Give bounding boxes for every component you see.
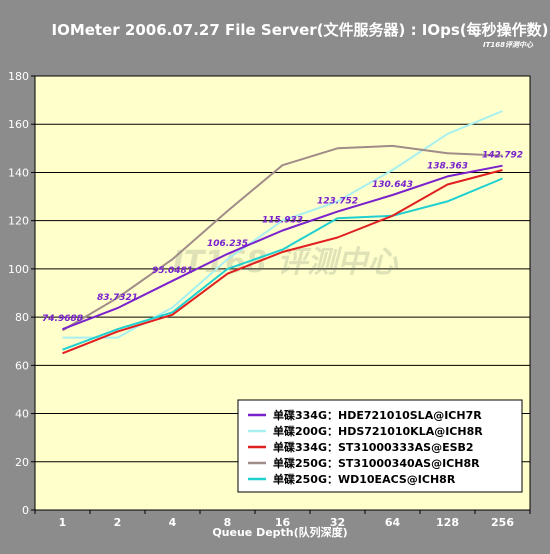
data-label: 138.363 [427,161,468,171]
series-line-1 [62,110,503,339]
y-axis-ticks: 0 20 40 60 80 100 120 140 160 180 [8,70,35,517]
corner-watermark: IT168评测中心 [483,40,534,49]
x-tick-label: 2 [114,516,122,529]
data-label: 95.0481 [152,266,193,276]
y-tick-label: 180 [8,70,29,83]
y-tick-label: 20 [15,456,29,469]
data-label: 106.235 [207,239,248,249]
y-tick-label: 160 [8,118,29,131]
legend-label: 单碟250G：ST31000340AS@ICH8R [273,456,480,470]
x-tick-label: 128 [436,516,459,529]
legend-label: 单碟334G：HDE721010SLA@ICH7R [273,408,482,422]
x-tick-label: 8 [224,516,232,529]
legend-label: 单碟250G：WD10EACS@ICH8R [273,472,456,486]
legend-label: 单碟334G：ST31000333AS@ESB2 [273,440,474,454]
x-tick-label: 4 [169,516,177,529]
y-tick-label: 0 [22,504,29,517]
series-line-3 [61,144,503,332]
legend-label: 单碟200G：HDS721010KLA@ICH8R [273,424,483,438]
x-tick-label: 16 [275,516,291,529]
y-tick-label: 120 [8,215,29,228]
y-tick-label: 80 [15,311,29,324]
data-labels: 74.9688 83.7321 95.0481 106.235 115.933 123.7… [42,151,523,325]
chart-title: IOMeter 2006.07.27 File Server(文件服务器) : … [51,21,548,39]
y-tick-label: 40 [15,408,29,421]
series-line-4 [62,177,503,351]
x-tick-label: 1 [59,516,67,529]
data-label: 123.752 [317,197,358,207]
x-axis-ticks: 1 2 4 8 16 32 64 128 256 [34,510,531,529]
data-label: 83.7321 [97,293,138,303]
series-lines [61,110,503,355]
data-label: 130.643 [372,180,413,190]
legend-box [237,399,523,493]
x-tick-label: 64 [385,516,401,529]
series-line-2 [62,169,503,355]
legend: 单碟334G：HDE721010SLA@ICH7R 单碟200G：HDS72101… [237,399,523,493]
y-tick-label: 140 [8,166,29,179]
x-axis-label: Queue Depth(队列深度) [212,525,347,539]
series-line-0 [62,164,503,331]
data-label: 115.933 [262,215,303,225]
data-label: 74.9688 [42,314,83,324]
y-tick-label: 100 [8,263,29,276]
x-tick-label: 256 [491,516,514,529]
y-tick-label: 60 [15,359,29,372]
x-tick-label: 32 [330,516,345,529]
data-label: 142.792 [482,151,523,161]
